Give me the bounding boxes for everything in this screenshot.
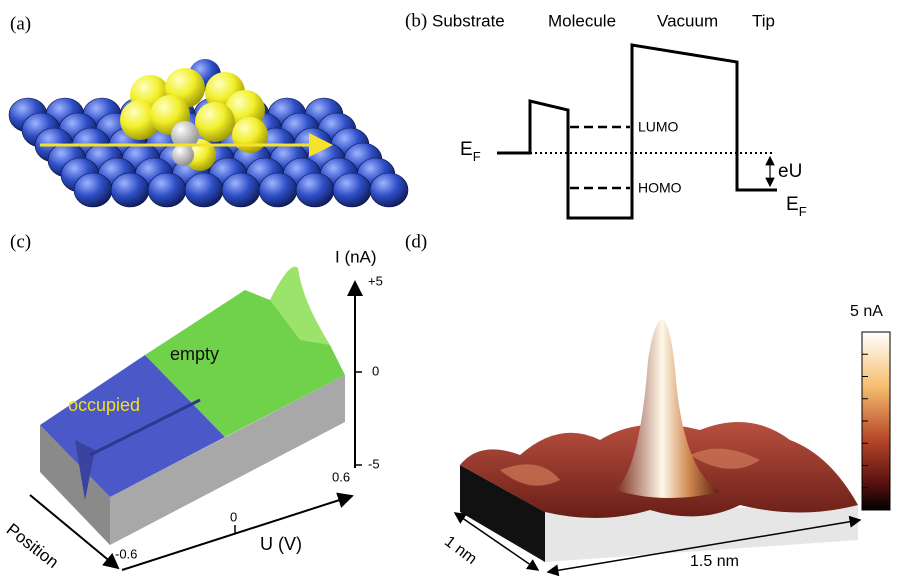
atom (148, 173, 186, 207)
panel-label: (a) (10, 13, 31, 34)
atom (296, 173, 334, 207)
atom (370, 173, 408, 207)
axis-title: U (V) (260, 534, 302, 554)
atom (333, 173, 371, 207)
tick-label: 0 (230, 509, 237, 524)
region-label: Vacuum (657, 11, 718, 30)
region-label: Molecule (548, 11, 616, 30)
fermi-label: EF (786, 194, 807, 219)
region-label: occupied (68, 395, 140, 415)
fermi-label: EF (460, 139, 481, 164)
figure: (a) (b) Substrate Molecule Vacuum Tip LU… (0, 0, 900, 579)
symbol: E (460, 139, 473, 160)
subscript: F (799, 204, 807, 219)
current-map-surface (460, 320, 858, 563)
panel-label: (d) (405, 231, 427, 252)
tick-label: -0.6 (115, 546, 137, 561)
scale-label: 1 nm (441, 533, 480, 568)
colorbar-label: 5 nA (850, 303, 883, 320)
symbol: E (786, 194, 799, 215)
atom (259, 173, 297, 207)
axis-title: Position (3, 520, 62, 572)
band-diagram (497, 45, 777, 218)
atom (185, 173, 223, 207)
region-label: empty (170, 344, 219, 364)
subscript: F (473, 149, 481, 164)
tick-label: +5 (368, 273, 383, 288)
atom (74, 173, 112, 207)
panel-label: (c) (10, 231, 31, 252)
atom (111, 173, 149, 207)
tick-label: 0 (372, 363, 379, 378)
axis-title: I (nA) (335, 247, 377, 266)
region-label: Tip (752, 11, 775, 30)
bias-label: eU (778, 161, 802, 182)
level-label: LUMO (638, 119, 679, 135)
atom (222, 173, 260, 207)
level-label: HOMO (638, 180, 682, 196)
tick-label: 0.6 (332, 469, 350, 484)
panel-label: (b) (405, 10, 427, 31)
region-label: Substrate (432, 11, 505, 30)
tick-label: -5 (368, 456, 380, 471)
scale-label: 1.5 nm (690, 553, 739, 570)
